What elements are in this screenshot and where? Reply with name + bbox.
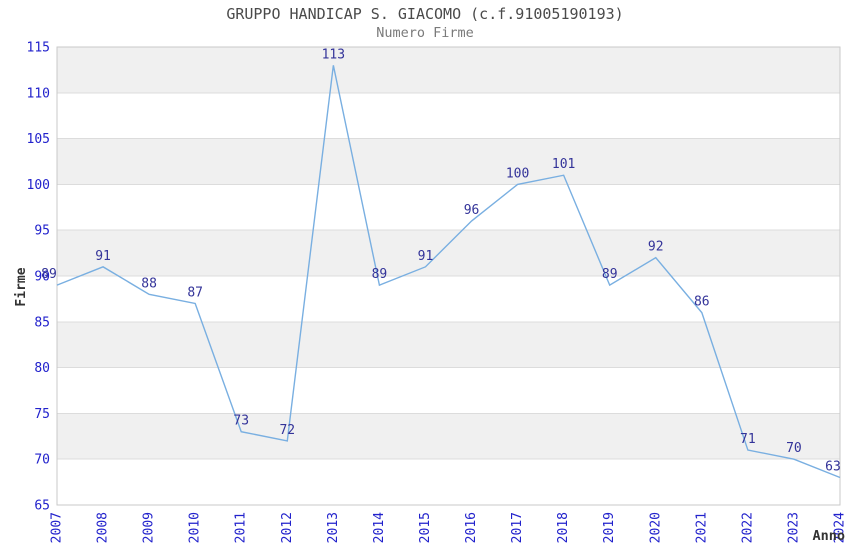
data-point-label: 89 (602, 267, 618, 282)
x-tick-label: 2023 (786, 512, 801, 543)
y-tick-label: 115 (27, 41, 50, 56)
data-point-label: 101 (552, 157, 575, 172)
data-point-label: 88 (141, 276, 157, 291)
x-tick-label: 2018 (556, 512, 571, 543)
y-tick-label: 110 (27, 86, 50, 101)
x-tick-label: 2014 (372, 512, 387, 543)
data-line (56, 65, 841, 479)
x-tick-label: 2011 (234, 512, 249, 543)
y-tick-label: 70 (34, 453, 50, 468)
x-tick-label: 2019 (602, 512, 617, 543)
chart-title: GRUPPO HANDICAP S. GIACOMO (c.f.91005190… (226, 5, 623, 23)
data-point-label: 72 (279, 423, 295, 438)
x-tick-label: 2010 (188, 512, 203, 543)
x-tick-label: 2017 (510, 512, 525, 543)
data-point-label: 63 (825, 460, 841, 475)
y-tick-label: 100 (27, 178, 50, 193)
plot-bands (57, 47, 840, 460)
data-point-label: 71 (740, 432, 756, 447)
x-tick-label: 2008 (96, 512, 111, 543)
data-point-label: 96 (464, 203, 480, 218)
x-tick-label: 2022 (740, 512, 755, 543)
data-point-label: 73 (233, 414, 249, 429)
x-tick-label: 2021 (694, 512, 709, 543)
x-tick-label: 2015 (418, 512, 433, 543)
x-tick-label: 2020 (648, 512, 663, 543)
data-point-label: 91 (95, 249, 111, 264)
x-tick-label: 2007 (50, 512, 65, 543)
y-tick-label: 75 (34, 407, 50, 422)
data-point-label: 100 (506, 166, 529, 181)
chart-subtitle: Numero Firme (376, 25, 474, 41)
data-point-label: 70 (786, 441, 802, 456)
data-point-label: 113 (322, 47, 345, 62)
plot-area-border (56, 46, 841, 506)
data-point-label: 89 (41, 267, 57, 282)
data-point-label: 89 (372, 267, 388, 282)
data-point-label: 87 (187, 285, 203, 300)
x-tick-label: 2012 (280, 512, 295, 543)
data-point-labels: 89 91 88 87 73 72 113 89 91 96 100 101 89 92 86 71 70 63 (41, 47, 841, 474)
y-tick-label: 95 (34, 224, 50, 239)
data-point-label: 86 (694, 295, 710, 310)
y-axis-tick-labels: 65 70 75 80 85 90 95 100 105 110 115 (27, 41, 50, 514)
y-axis-title: Firme (14, 267, 29, 306)
x-tick-label: 2016 (464, 512, 479, 543)
y-tick-label: 65 (34, 499, 50, 514)
y-tick-label: 85 (34, 315, 50, 330)
x-tick-label: 2024 (833, 512, 848, 543)
y-tick-label: 90 (34, 270, 50, 285)
x-axis-tick-labels: 2007 2008 2009 2010 2011 2012 2013 2014 2015 2016… (50, 512, 848, 543)
y-tick-label: 105 (27, 132, 50, 147)
y-tick-label: 80 (34, 361, 50, 376)
x-tick-label: 2009 (142, 512, 157, 543)
x-tick-label: 2013 (326, 512, 341, 543)
data-point-label: 92 (648, 240, 664, 255)
data-point-label: 91 (418, 249, 434, 264)
x-axis-title: Anno (812, 528, 845, 544)
